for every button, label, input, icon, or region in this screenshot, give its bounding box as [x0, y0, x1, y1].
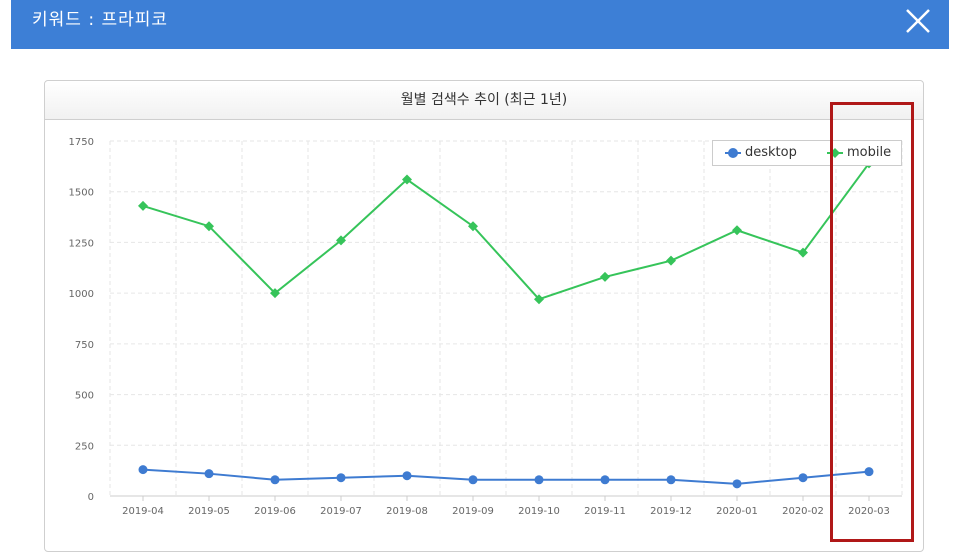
y-tick-label: 0	[88, 492, 94, 503]
data-point-desktop	[600, 475, 610, 485]
y-tick-label: 1500	[69, 188, 94, 199]
highlight-box	[830, 102, 914, 542]
data-point-mobile	[468, 221, 478, 232]
data-point-mobile	[138, 200, 148, 211]
x-tick-label: 2019-06	[254, 506, 296, 517]
x-tick-label: 2019-08	[386, 506, 428, 517]
data-point-desktop	[732, 479, 742, 489]
legend-label-mobile: mobile	[847, 145, 892, 160]
data-point-desktop	[336, 473, 346, 483]
data-point-desktop	[534, 475, 544, 485]
data-point-desktop	[666, 475, 676, 485]
line-chart: 0 250 500 750 1000 1250 1500 1750 2019-04 2019-05…	[69, 137, 903, 517]
x-tick-label: 2019-07	[320, 506, 362, 517]
data-point-mobile	[732, 225, 742, 236]
data-point-mobile	[600, 271, 610, 282]
data-point-mobile	[402, 174, 412, 185]
y-tick-label: 750	[75, 340, 94, 351]
y-tick-label: 1250	[69, 238, 94, 249]
dialog-title: 키워드 : 프라피코	[32, 10, 169, 30]
data-point-mobile	[204, 221, 214, 232]
x-tick-label: 2019-04	[122, 506, 164, 517]
data-point-desktop	[138, 465, 148, 475]
y-tick-label: 1000	[69, 289, 94, 300]
y-tick-label: 500	[75, 391, 94, 402]
data-point-desktop	[798, 473, 808, 483]
x-tick-label: 2020-03	[848, 506, 890, 517]
data-point-desktop	[204, 469, 214, 479]
close-icon[interactable]	[905, 8, 931, 34]
data-point-desktop	[468, 475, 478, 485]
y-tick-label: 1750	[69, 137, 94, 148]
data-point-desktop	[402, 471, 412, 481]
x-tick-label: 2019-11	[584, 506, 626, 517]
data-point-mobile	[534, 294, 544, 305]
x-tick-label: 2020-01	[716, 506, 758, 517]
data-point-mobile	[798, 247, 808, 258]
data-point-mobile	[270, 288, 280, 299]
y-tick-label: 250	[75, 441, 94, 452]
series-line-mobile	[142, 162, 870, 301]
data-point-mobile	[666, 255, 676, 266]
chart-panel-header: 월별 검색수 추이 (최근 1년)	[45, 81, 923, 120]
chart-legend: desktop mobile	[712, 140, 902, 166]
legend-label-desktop: desktop	[745, 145, 797, 160]
x-tick-label: 2020-02	[782, 506, 824, 517]
x-tick-label: 2019-05	[188, 506, 230, 517]
series-line-desktop	[142, 468, 870, 485]
x-tick-label: 2019-10	[518, 506, 560, 517]
dialog-header: 키워드 : 프라피코	[11, 0, 949, 49]
circle-marker-icon	[725, 148, 741, 158]
chart-title: 월별 검색수 추이 (최근 1년)	[400, 92, 568, 108]
data-point-desktop	[864, 467, 874, 477]
x-tick-label: 2019-12	[650, 506, 692, 517]
data-point-mobile	[336, 235, 346, 246]
x-tick-label: 2019-09	[452, 506, 494, 517]
data-point-desktop	[270, 475, 280, 485]
